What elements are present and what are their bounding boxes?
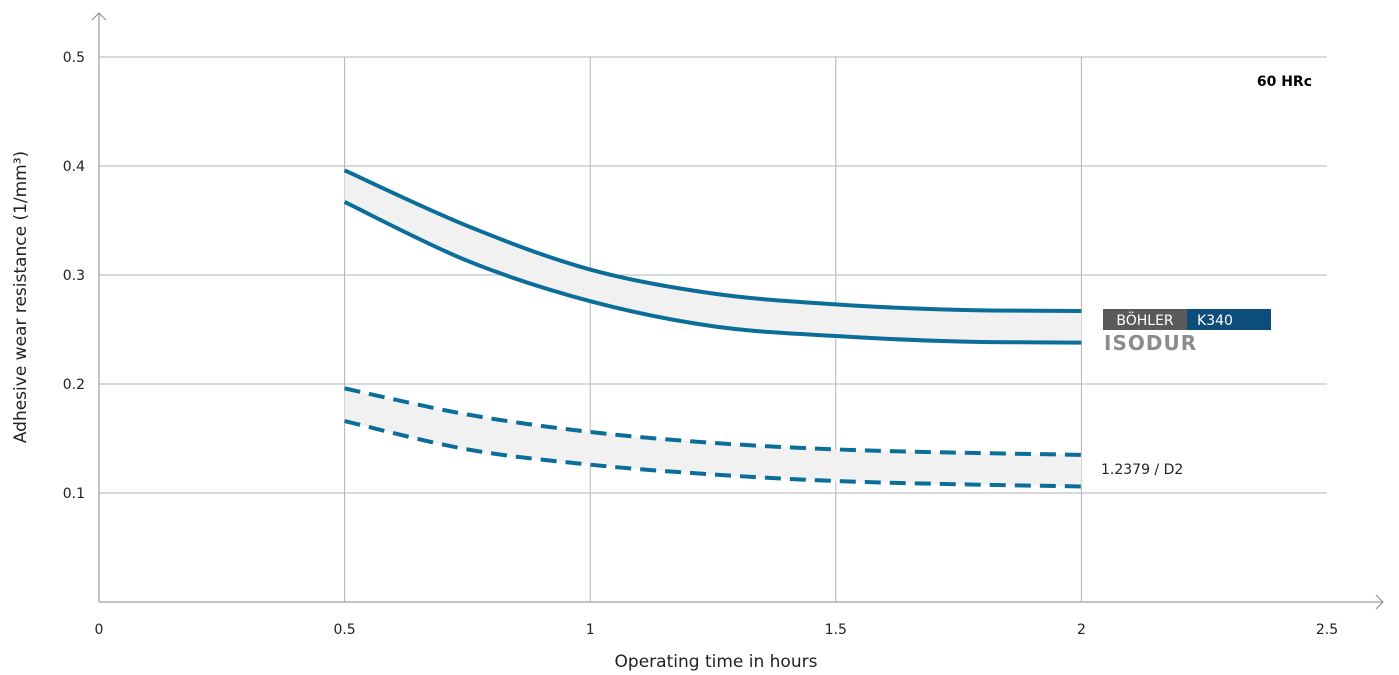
d2-series-label: 1.2379 / D2 xyxy=(1101,462,1183,478)
logo-grade-background xyxy=(1187,309,1271,330)
x-tick-label-1: 0.5 xyxy=(333,622,355,638)
grid-layer xyxy=(99,56,1327,602)
band-fill-1 xyxy=(344,388,1082,487)
y-tick-label-3: 0.4 xyxy=(63,159,85,175)
band-upper-line-1 xyxy=(344,386,1082,457)
x-axis-title: Operating time in hours xyxy=(615,652,818,672)
x-axis-arrow xyxy=(1375,594,1384,610)
band-upper-line-0 xyxy=(343,168,1082,313)
logo-brand-text: BÖHLER xyxy=(1116,311,1174,329)
x-tick-label-0: 0 xyxy=(95,622,104,638)
logo-grade-text: K340 xyxy=(1197,313,1233,329)
tick-label-layer: 0 0.5 1 1.5 2 2.5 0.1 0.2 0.3 0.4 0.5 xyxy=(63,50,1338,638)
y-tick-label-2: 0.3 xyxy=(63,268,85,284)
y-tick-label-1: 0.2 xyxy=(63,377,85,393)
y-axis-arrow xyxy=(91,12,107,21)
y-axis-title: Adhesive wear resistance (1/mm³) xyxy=(11,151,31,443)
x-tick-label-3: 1.5 xyxy=(825,622,847,638)
band-lower-line-1 xyxy=(344,419,1082,489)
band-fill-0 xyxy=(344,170,1082,343)
hardness-annotation: 60 HRc xyxy=(1257,74,1312,90)
axis-layer xyxy=(91,12,1384,610)
band-lower-line-0 xyxy=(343,200,1082,345)
x-tick-label-4: 2 xyxy=(1077,622,1086,638)
y-tick-label-0: 0.1 xyxy=(63,486,85,502)
x-tick-label-2: 1 xyxy=(586,622,595,638)
logo-brand-background xyxy=(1103,309,1187,330)
x-tick-label-5: 2.5 xyxy=(1316,622,1338,638)
y-tick-label-4: 0.5 xyxy=(63,50,85,66)
band-layer xyxy=(343,168,1082,489)
logo-isodur-text: ISODUR xyxy=(1104,331,1197,355)
bohler-k340-isodur-logo: BÖHLER K340 ISODUR xyxy=(1103,309,1271,355)
